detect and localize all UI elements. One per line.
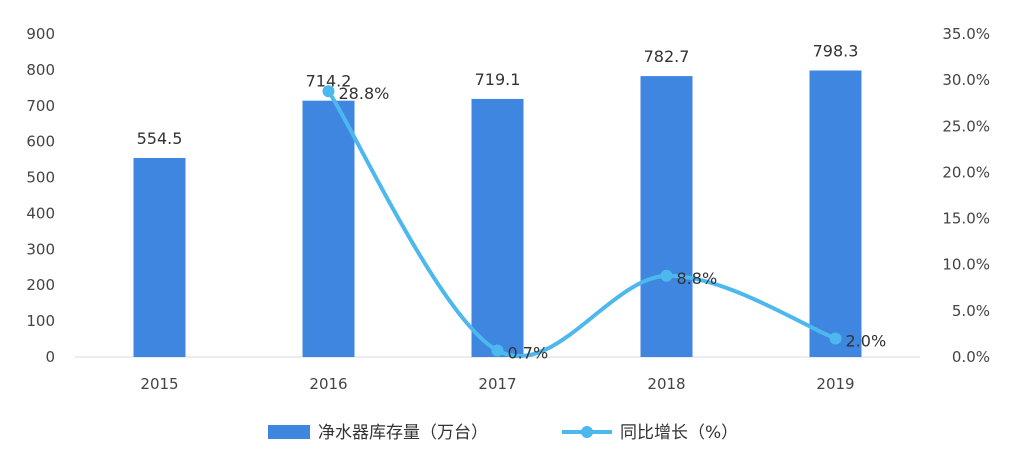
y-right-tick-label: 25.0% bbox=[942, 117, 990, 135]
x-tick-label: 2019 bbox=[816, 375, 854, 393]
bar bbox=[302, 100, 355, 358]
y-left-tick-label: 600 bbox=[26, 133, 55, 151]
growth-line bbox=[326, 89, 838, 359]
x-tick-label: 2015 bbox=[140, 375, 178, 393]
bar-data-labels: 554.5 714.2 719.1 782.7 798.3 bbox=[137, 41, 859, 147]
y-left-tick-label: 100 bbox=[26, 312, 55, 330]
bar bbox=[471, 98, 524, 357]
bar-value-label: 554.5 bbox=[137, 129, 183, 148]
growth-point bbox=[660, 269, 673, 282]
line-data-labels: 28.8% 0.7% 8.8% 2.0% bbox=[339, 84, 887, 362]
legend-line-label: 同比增长（%） bbox=[620, 423, 738, 443]
y-right-tick-label: 30.0% bbox=[942, 71, 990, 89]
legend: 净水器库存量（万台） 同比增长（%） bbox=[268, 423, 738, 443]
bar bbox=[133, 157, 186, 357]
y-left-tick-label: 900 bbox=[26, 25, 55, 43]
growth-point bbox=[829, 332, 842, 345]
y-right-tick-label: 35.0% bbox=[942, 25, 990, 43]
y-right-tick-label: 5.0% bbox=[952, 302, 990, 320]
bar-value-label: 782.7 bbox=[644, 47, 690, 66]
growth-value-label: 0.7% bbox=[508, 344, 549, 363]
legend-line-marker bbox=[581, 426, 593, 438]
y-left-tick-label: 300 bbox=[26, 240, 55, 258]
x-tick-label: 2018 bbox=[647, 375, 685, 393]
y-right-tick-label: 15.0% bbox=[942, 210, 990, 228]
bar-value-label: 719.1 bbox=[475, 70, 521, 89]
y-left-tick-label: 200 bbox=[26, 276, 55, 294]
y-right-tick-label: 0.0% bbox=[952, 348, 990, 366]
legend-bar-swatch bbox=[268, 425, 310, 439]
bar-value-label: 714.2 bbox=[306, 72, 352, 91]
bar-value-label: 798.3 bbox=[813, 41, 859, 60]
x-tick-label: 2016 bbox=[309, 375, 347, 393]
y-right-axis: 0.0% 5.0% 10.0% 15.0% 20.0% 25.0% 30.0% 35.0% bbox=[942, 25, 990, 366]
y-right-tick-label: 20.0% bbox=[942, 163, 990, 181]
bar bbox=[640, 76, 693, 358]
growth-value-label: 28.8% bbox=[339, 84, 390, 103]
bar bbox=[809, 70, 862, 358]
y-right-tick-label: 10.0% bbox=[942, 256, 990, 274]
growth-point bbox=[322, 85, 335, 98]
y-left-tick-label: 800 bbox=[26, 61, 55, 79]
growth-value-label: 8.8% bbox=[677, 269, 718, 288]
x-axis: 2015 2016 2017 2018 2019 bbox=[140, 375, 854, 393]
y-left-tick-label: 500 bbox=[26, 169, 55, 187]
y-left-tick-label: 400 bbox=[26, 204, 55, 222]
line-series bbox=[322, 85, 842, 359]
growth-value-label: 2.0% bbox=[846, 332, 887, 351]
growth-point bbox=[491, 344, 504, 357]
legend-bar-label: 净水器库存量（万台） bbox=[318, 423, 488, 443]
x-tick-label: 2017 bbox=[478, 375, 516, 393]
y-left-tick-label: 0 bbox=[45, 348, 55, 366]
y-left-axis: 0 100 200 300 400 500 600 700 800 900 bbox=[26, 25, 55, 366]
bar-series bbox=[133, 70, 862, 358]
y-left-tick-label: 700 bbox=[26, 97, 55, 115]
